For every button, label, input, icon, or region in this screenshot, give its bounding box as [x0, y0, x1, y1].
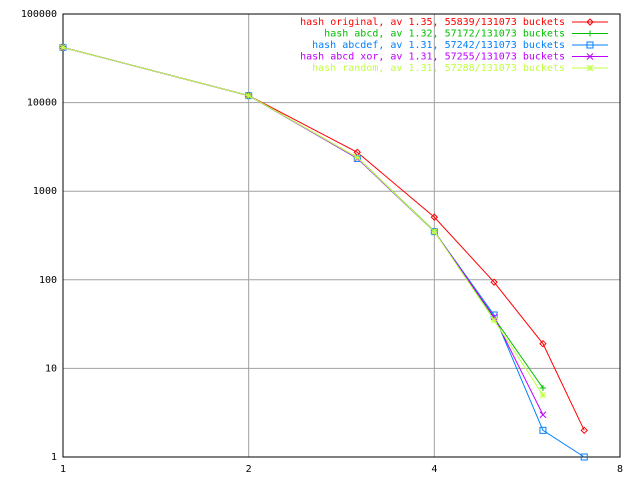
- y-tick-label: 1: [51, 452, 57, 463]
- y-tick-label: 10: [45, 363, 57, 374]
- legend-label: hash abcdef, av 1.31, 57242/131073 bucke…: [312, 40, 565, 51]
- point-marker: [490, 313, 498, 321]
- point-marker: [490, 316, 498, 324]
- point-marker: [586, 41, 594, 49]
- point-marker: [580, 453, 588, 461]
- point-marker: [245, 92, 253, 100]
- point-marker: [59, 44, 67, 51]
- x-tick-label: 1: [60, 464, 66, 475]
- point-marker: [539, 391, 547, 399]
- point-marker: [586, 53, 594, 60]
- point-marker: [430, 228, 438, 236]
- point-marker: [539, 411, 547, 419]
- legend-label: hash original, av 1.35, 55839/131073 buc…: [300, 17, 565, 28]
- point-marker: [586, 64, 594, 72]
- series-line: [62, 46, 585, 458]
- series-line: [62, 46, 585, 431]
- plot-frame: [62, 13, 621, 458]
- x-tick-label: 2: [246, 464, 252, 475]
- y-tick-label: 100: [39, 275, 57, 286]
- point-marker: [353, 154, 361, 161]
- series-line: [62, 46, 544, 389]
- x-tick-label: 4: [431, 464, 437, 475]
- point-marker: [539, 385, 546, 392]
- x-tick-label: 8: [617, 464, 623, 475]
- y-tick-label: 10000: [27, 98, 57, 109]
- legend-label: hash random, av 1.31, 57288/131073 bucke…: [312, 63, 565, 74]
- point-marker: [245, 92, 253, 99]
- point-marker: [430, 213, 439, 221]
- y-tick-label: 1000: [33, 186, 57, 197]
- legend-label: hash abcd xor, av 1.31, 57255/131073 buc…: [300, 52, 565, 63]
- y-tick-label: 100000: [21, 9, 57, 20]
- legend-label: hash abcd, av 1.32, 57172/131073 buckets: [324, 29, 565, 40]
- point-marker: [353, 148, 361, 156]
- point-marker: [430, 228, 438, 235]
- series-line: [62, 46, 544, 396]
- point-marker: [539, 339, 547, 348]
- point-marker: [580, 426, 588, 435]
- point-marker: [586, 18, 594, 26]
- point-marker: [539, 426, 547, 434]
- point-marker: [490, 278, 498, 286]
- point-marker: [587, 30, 593, 37]
